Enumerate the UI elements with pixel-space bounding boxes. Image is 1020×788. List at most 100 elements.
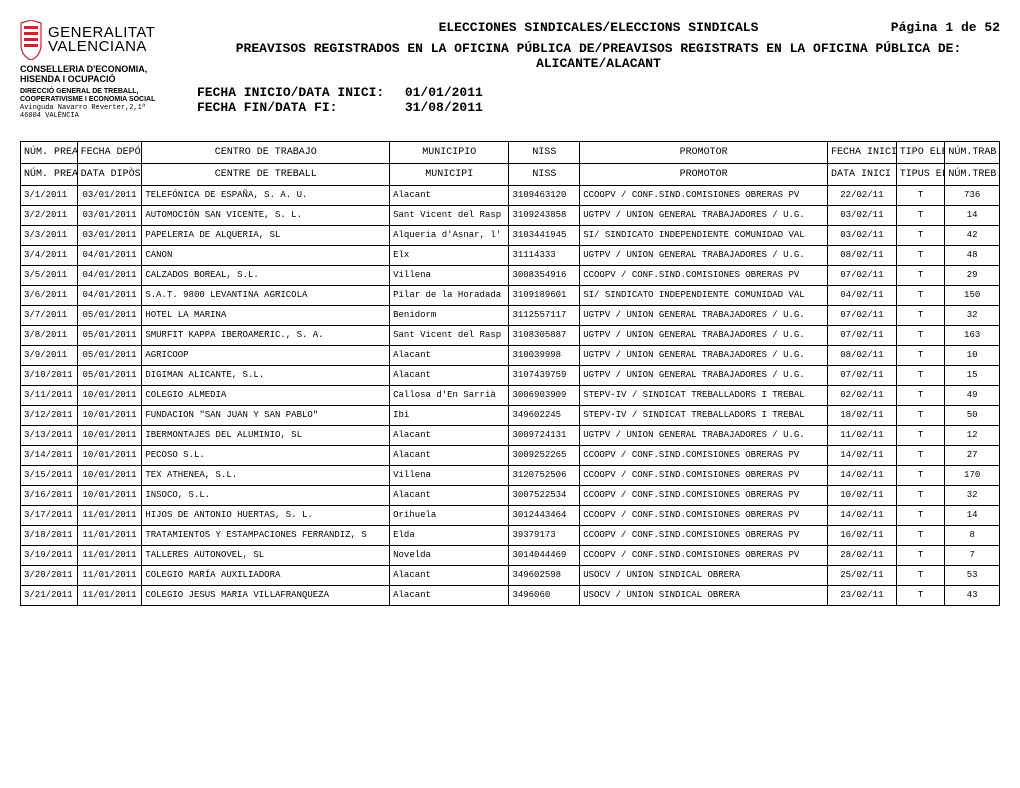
table-row: 3/6/201104/01/2011S.A.T. 9800 LEVANTINA … — [21, 285, 1000, 305]
cell-niss: 3009724131 — [509, 425, 580, 445]
cell-finicio: 14/02/11 — [828, 445, 897, 465]
hdr-municipio-va: MUNICIPI — [390, 163, 509, 185]
cell-niss: 3109463120 — [509, 185, 580, 205]
cell-promotor: CCOOPV / CONF.SIND.COMISIONES OBRERAS PV — [580, 485, 828, 505]
cell-fecha: 11/01/2011 — [77, 545, 142, 565]
table-row: 3/14/201110/01/2011PECOSO S.L.Alacant300… — [21, 445, 1000, 465]
cell-afec: 32 — [945, 305, 1000, 325]
cell-promotor: UGTPV / UNION GENERAL TRABAJADORES / U.G… — [580, 305, 828, 325]
cell-promotor: CCOOPV / CONF.SIND.COMISIONES OBRERAS PV — [580, 525, 828, 545]
cell-promotor: SI/ SINDICATO INDEPENDIENTE COMUNIDAD VA… — [580, 225, 828, 245]
cell-finicio: 18/02/11 — [828, 405, 897, 425]
table-row: 3/17/201111/01/2011HIJOS DE ANTONIO HUER… — [21, 505, 1000, 525]
cell-fecha: 05/01/2011 — [77, 305, 142, 325]
cell-finicio: 04/02/11 — [828, 285, 897, 305]
cell-tipo: T — [896, 585, 945, 605]
cell-preaviso: 3/14/2011 — [21, 445, 78, 465]
cell-niss: 3014044469 — [509, 545, 580, 565]
cell-finicio: 14/02/11 — [828, 465, 897, 485]
cell-finicio: 23/02/11 — [828, 585, 897, 605]
cell-preaviso: 3/4/2011 — [21, 245, 78, 265]
table-row: 3/20/201111/01/2011COLEGIO MARÍA AUXILIA… — [21, 565, 1000, 585]
cell-tipo: T — [896, 425, 945, 445]
cell-tipo: T — [896, 205, 945, 225]
cell-preaviso: 3/15/2011 — [21, 465, 78, 485]
hdr-centro-es: CENTRO DE TRABAJO — [142, 141, 390, 163]
cell-afec: 14 — [945, 205, 1000, 225]
document-subtitle: PREAVISOS REGISTRADOS EN LA OFICINA PÚBL… — [197, 41, 1000, 56]
address: Avinguda Navarro Reverter,2,1ª 46004 VAL… — [20, 105, 185, 120]
cell-afec: 27 — [945, 445, 1000, 465]
cell-municipio: Elda — [390, 525, 509, 545]
cell-tipo: T — [896, 445, 945, 465]
cell-fecha: 04/01/2011 — [77, 265, 142, 285]
cell-preaviso: 3/13/2011 — [21, 425, 78, 445]
cell-afec: 53 — [945, 565, 1000, 585]
hdr-tipo-va: TIPUS ELECCIÓ — [896, 163, 945, 185]
table-row: 3/11/201110/01/2011COLEGIO ALMEDIACallos… — [21, 385, 1000, 405]
cell-finicio: 07/02/11 — [828, 325, 897, 345]
cell-finicio: 25/02/11 — [828, 565, 897, 585]
cell-preaviso: 3/16/2011 — [21, 485, 78, 505]
conselleria-l2: HISENDA I OCUPACIÓ — [20, 74, 185, 84]
date-end: FECHA FIN/DATA FI: 31/08/2011 — [197, 100, 1000, 115]
table-row: 3/16/201110/01/2011INSOCO, S.L.Alacant30… — [21, 485, 1000, 505]
cell-municipio: Pilar de la Horadada — [390, 285, 509, 305]
page-number: Página 1 de 52 — [891, 20, 1000, 35]
cell-preaviso: 3/5/2011 — [21, 265, 78, 285]
cell-afec: 8 — [945, 525, 1000, 545]
cell-afec: 163 — [945, 325, 1000, 345]
cell-afec: 42 — [945, 225, 1000, 245]
cell-promotor: UGTPV / UNION GENERAL TRABAJADORES / U.G… — [580, 425, 828, 445]
cell-tipo: T — [896, 525, 945, 545]
cell-afec: 736 — [945, 185, 1000, 205]
table-row: 3/2/201103/01/2011AUTOMOCIÓN SAN VICENTE… — [21, 205, 1000, 225]
cell-fecha: 10/01/2011 — [77, 385, 142, 405]
hdr-afec-es: NÚM.TRAB. AFECTADOS — [945, 141, 1000, 163]
cell-niss: 3120752506 — [509, 465, 580, 485]
hdr-centro-va: CENTRE DE TREBALL — [142, 163, 390, 185]
cell-finicio: 16/02/11 — [828, 525, 897, 545]
hdr-preaviso-va: NÚM. PREAVÍS — [21, 163, 78, 185]
cell-municipio: Novelda — [390, 545, 509, 565]
hdr-niss-es: NISS — [509, 141, 580, 163]
cell-fecha: 10/01/2011 — [77, 465, 142, 485]
date-end-value: 31/08/2011 — [405, 100, 483, 115]
cell-niss: 3108305887 — [509, 325, 580, 345]
cell-promotor: CCOOPV / CONF.SIND.COMISIONES OBRERAS PV — [580, 505, 828, 525]
cell-promotor: UGTPV / UNION GENERAL TRABAJADORES / U.G… — [580, 345, 828, 365]
cell-finicio: 03/02/11 — [828, 225, 897, 245]
cell-promotor: USOCV / UNION SINDICAL OBRERA — [580, 565, 828, 585]
cell-niss: 349602598 — [509, 565, 580, 585]
cell-centro: FUNDACION "SAN JUAN Y SAN PABLO" — [142, 405, 390, 425]
table-row: 3/8/201105/01/2011SMURFIT KAPPA IBEROAME… — [21, 325, 1000, 345]
cell-preaviso: 3/8/2011 — [21, 325, 78, 345]
cell-niss: 3109243858 — [509, 205, 580, 225]
cell-afec: 10 — [945, 345, 1000, 365]
table-row: 3/19/201111/01/2011TALLERES AUTONOVEL, S… — [21, 545, 1000, 565]
cell-promotor: USOCV / UNION SINDICAL OBRERA — [580, 585, 828, 605]
table-row: 3/13/201110/01/2011IBERMONTAJES DEL ALUM… — [21, 425, 1000, 445]
cell-fecha: 10/01/2011 — [77, 445, 142, 465]
cell-promotor: CCOOPV / CONF.SIND.COMISIONES OBRERAS PV — [580, 465, 828, 485]
cell-municipio: Sant Vicent del Rasp — [390, 325, 509, 345]
cell-centro: PECOSO S.L. — [142, 445, 390, 465]
cell-municipio: Alqueria d'Asnar, l' — [390, 225, 509, 245]
conselleria-l1: CONSELLERIA D'ECONOMIA, — [20, 64, 185, 74]
cell-preaviso: 3/3/2011 — [21, 225, 78, 245]
cell-promotor: UGTPV / UNION GENERAL TRABAJADORES / U.G… — [580, 325, 828, 345]
cell-centro: HIJOS DE ANTONIO HUERTAS, S. L. — [142, 505, 390, 525]
cell-niss: 3107439759 — [509, 365, 580, 385]
cell-preaviso: 3/20/2011 — [21, 565, 78, 585]
cell-tipo: T — [896, 545, 945, 565]
region-label: ALICANTE/ALACANT — [197, 56, 1000, 71]
table-row: 3/12/201110/01/2011FUNDACION "SAN JUAN Y… — [21, 405, 1000, 425]
table-head: NÚM. PREAVISO FECHA DEPÓSITO CENTRO DE T… — [21, 141, 1000, 185]
hdr-tipo-es: TIPO ELECCIÓN — [896, 141, 945, 163]
cell-municipio: Callosa d'En Sarrià — [390, 385, 509, 405]
header-row-es: NÚM. PREAVISO FECHA DEPÓSITO CENTRO DE T… — [21, 141, 1000, 163]
date-start-label: FECHA INICIO/DATA INICI: — [197, 85, 397, 100]
date-start: FECHA INICIO/DATA INICI: 01/01/2011 — [197, 85, 1000, 100]
cell-municipio: Alacant — [390, 185, 509, 205]
cell-promotor: CCOOPV / CONF.SIND.COMISIONES OBRERAS PV — [580, 545, 828, 565]
